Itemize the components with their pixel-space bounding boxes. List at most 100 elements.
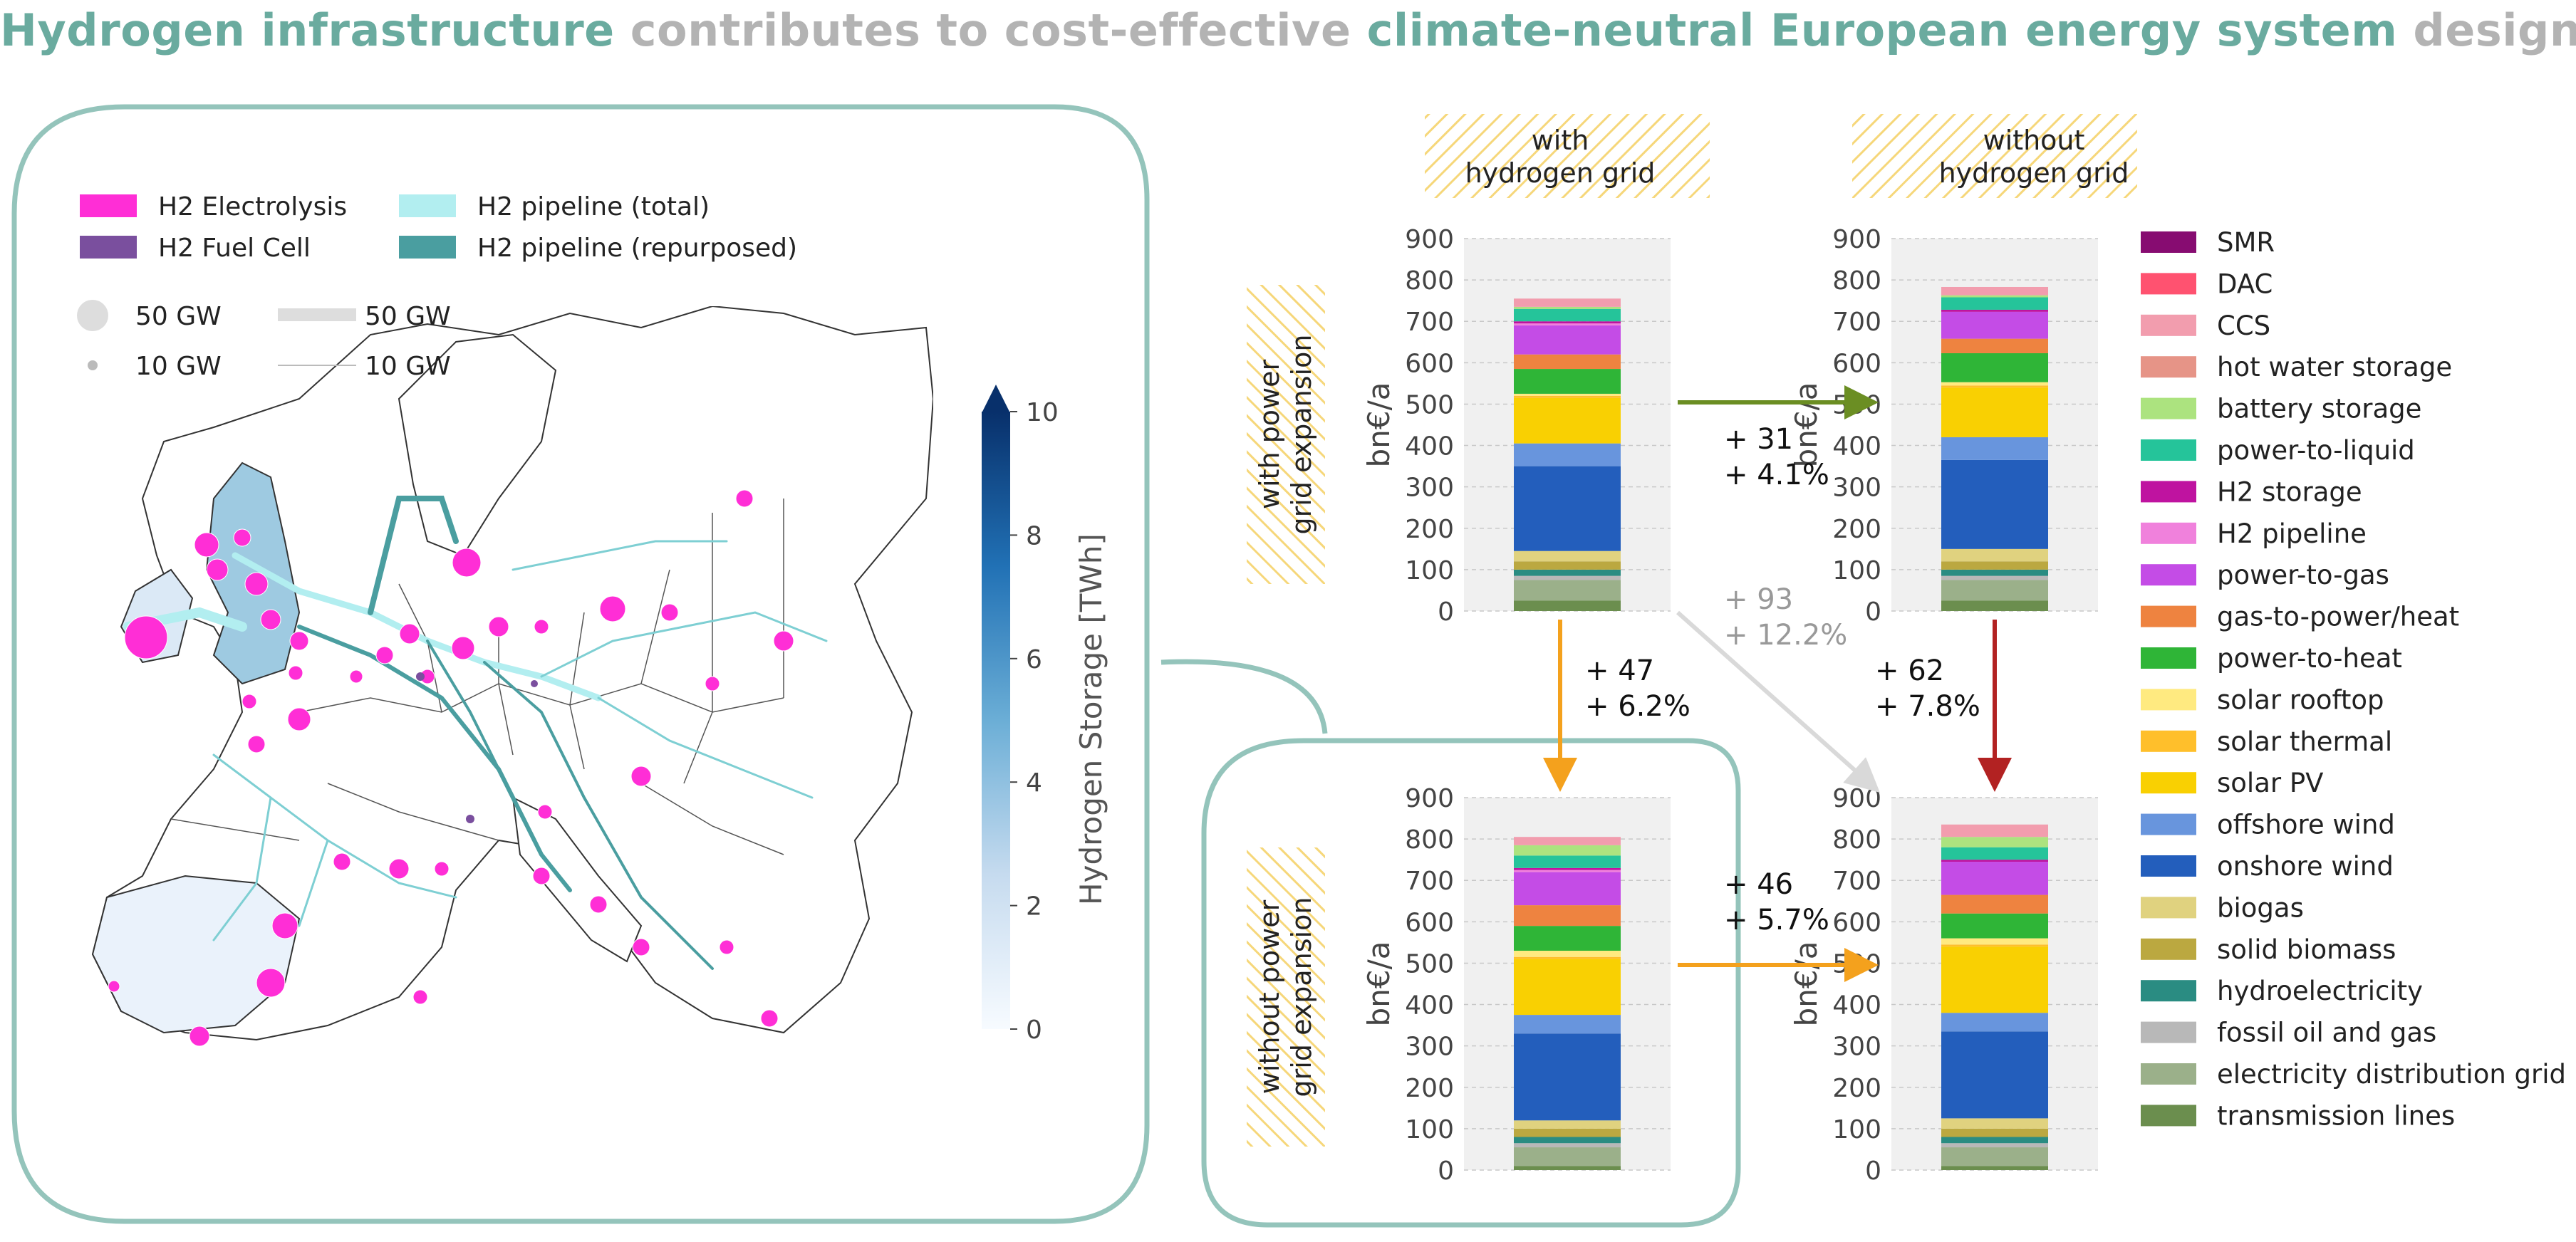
bar-segment-solar-rooftop <box>1941 938 2048 945</box>
legend-label: biogas <box>2217 892 2304 923</box>
y-tick-label: 300 <box>1405 1033 1454 1062</box>
y-tick-label: 600 <box>1832 349 1881 378</box>
arrow-right-bottom-line1: + 46 <box>1724 868 1793 901</box>
arrow-down-right-line2: + 7.8% <box>1875 690 1980 723</box>
arrow-diagonal-line1: + 93 <box>1724 583 1793 616</box>
bar-segment-h2-storage <box>1941 860 2048 862</box>
legend-label: solar rooftop <box>2217 684 2384 715</box>
bar-segment-electricity-distribution-grid <box>1514 580 1621 601</box>
bar-segment-electricity-distribution-grid <box>1941 1147 2048 1167</box>
legend-swatch <box>2141 231 2196 253</box>
bar-segment-fossil-oil-and-gas <box>1941 1143 2048 1148</box>
electrolysis-bubbles <box>108 489 794 1047</box>
legend-swatch <box>2141 273 2196 295</box>
bar-segment-battery-storage <box>1514 845 1621 856</box>
stacked-bar-chart-3: 0 100 200 300 400 500 600 700 800 900 bn€/a <box>1361 784 1671 1186</box>
bar-segment-solar-pv <box>1941 946 2048 1013</box>
y-tick-label: 900 <box>1832 225 1881 254</box>
legend-label-pipe-total: H2 pipeline (total) <box>477 192 710 221</box>
legend-swatch-pipe-total <box>399 194 456 217</box>
column-header-1-line1: with <box>1532 125 1589 156</box>
coastline <box>91 306 933 1041</box>
bar-segment-battery-storage <box>1514 306 1621 309</box>
legend-label-fuel-cell: H2 Fuel Cell <box>158 234 311 263</box>
legend-label: power-to-gas <box>2217 560 2389 590</box>
bar-segment-offshore-wind <box>1941 1013 2048 1032</box>
title-part-1: Hydrogen infrastructure <box>0 4 615 56</box>
bar-segment-power-to-heat <box>1514 926 1621 951</box>
bar-segment-solar-thermal <box>1514 956 1621 959</box>
legend-label-line-big: 50 GW <box>365 302 451 331</box>
bar-segment-fossil-oil-and-gas <box>1514 1143 1621 1148</box>
bar-segment-ccs <box>1941 286 2048 296</box>
legend-swatch <box>2141 772 2196 794</box>
fuel-cell-bubbles <box>416 672 538 823</box>
arrow-down-left-line2: + 6.2% <box>1585 690 1690 723</box>
chart-legend: SMR DAC CCS hot water storage battery storag… <box>2141 227 2566 1131</box>
legend-label: DAC <box>2217 268 2273 299</box>
bar-segment-h2-storage <box>1514 867 1621 870</box>
legend-label: battery storage <box>2217 394 2421 424</box>
bar-segment-onshore-wind <box>1514 1033 1621 1121</box>
bar-segment-gas-to-power-heat <box>1514 905 1621 927</box>
bar-segment-gas-to-power-heat <box>1514 354 1621 370</box>
bar-segment-transmission-lines <box>1514 1166 1621 1170</box>
bar-segment-biogas <box>1514 1120 1621 1129</box>
y-tick-label: 200 <box>1405 515 1454 544</box>
y-tick-label: 0 <box>1865 597 1881 627</box>
bar-segment-power-to-gas <box>1514 325 1621 355</box>
legend-label: solar PV <box>2217 768 2323 798</box>
bar-segment-gas-to-power-heat <box>1941 894 2048 914</box>
legend-label-line-small: 10 GW <box>365 352 451 381</box>
y-tick-label: 400 <box>1832 432 1881 461</box>
colorbar-tick-label: 0 <box>1026 1016 1042 1045</box>
legend-swatch <box>2141 730 2196 752</box>
stacked-bar-chart-1: 0 100 200 300 400 500 600 700 800 900 bn€/a <box>1361 225 1671 627</box>
y-tick-label: 400 <box>1405 991 1454 1021</box>
pipelines <box>123 496 828 970</box>
scenario-highlight-frame <box>1201 738 1741 1228</box>
column-header-2-line1: without <box>1983 125 2085 156</box>
colorbar: 0 2 4 6 8 10 Hydrogen Storage [TWh] <box>982 385 1108 1045</box>
bar-segment-h2-pipeline <box>1514 870 1621 872</box>
legend-swatch <box>2141 356 2196 378</box>
legend-label: fossil oil and gas <box>2217 1018 2436 1048</box>
bar-segment-biogas <box>1514 550 1621 562</box>
y-tick-label: 700 <box>1832 308 1881 337</box>
y-axis-label: bn€/a <box>1361 941 1396 1027</box>
colorbar-tick-label: 8 <box>1026 521 1042 550</box>
arrow-diagonal <box>1676 610 1880 793</box>
legend-swatch-electrolysis <box>80 194 137 217</box>
europe-map <box>91 306 933 1047</box>
legend-swatch <box>2141 855 2196 877</box>
legend-swatch <box>2141 1021 2196 1043</box>
page-title: Hydrogen infrastructure contributes to c… <box>0 4 2576 68</box>
legend-label: H2 pipeline <box>2217 518 2367 549</box>
y-tick-label: 600 <box>1832 908 1881 937</box>
bar-segment-solid-biomass <box>1514 1128 1621 1137</box>
y-tick-label: 300 <box>1832 1033 1881 1062</box>
legend-label: CCS <box>2217 310 2270 341</box>
legend-swatch <box>2141 605 2196 627</box>
title-part-4: designs. <box>2413 4 2576 56</box>
y-axis-label: bn€/a <box>1789 941 1824 1027</box>
y-tick-label: 900 <box>1405 784 1454 813</box>
legend-swatch <box>2141 1105 2196 1127</box>
bar-segment-solar-rooftop <box>1941 382 2048 386</box>
column-header-2: without hydrogen grid <box>1852 114 2137 198</box>
bar-charts: 0 100 200 300 400 500 600 700 800 900 bn€/a 0 100 200… <box>1361 225 2098 1186</box>
legend-bubble-big <box>77 300 108 331</box>
y-tick-label: 300 <box>1832 474 1881 503</box>
bar-segment-ccs <box>1941 824 2048 837</box>
colorbar-tick-label: 2 <box>1026 892 1042 922</box>
y-tick-label: 300 <box>1405 474 1454 503</box>
bar-segment-offshore-wind <box>1514 1015 1621 1034</box>
y-tick-label: 200 <box>1832 1074 1881 1103</box>
title-part-3: climate-neutral European energy system <box>1366 4 2398 56</box>
bar-segment-offshore-wind <box>1941 437 2048 460</box>
legend-swatch <box>2141 897 2196 919</box>
y-tick-label: 700 <box>1405 867 1454 896</box>
legend-label: power-to-heat <box>2217 643 2402 674</box>
